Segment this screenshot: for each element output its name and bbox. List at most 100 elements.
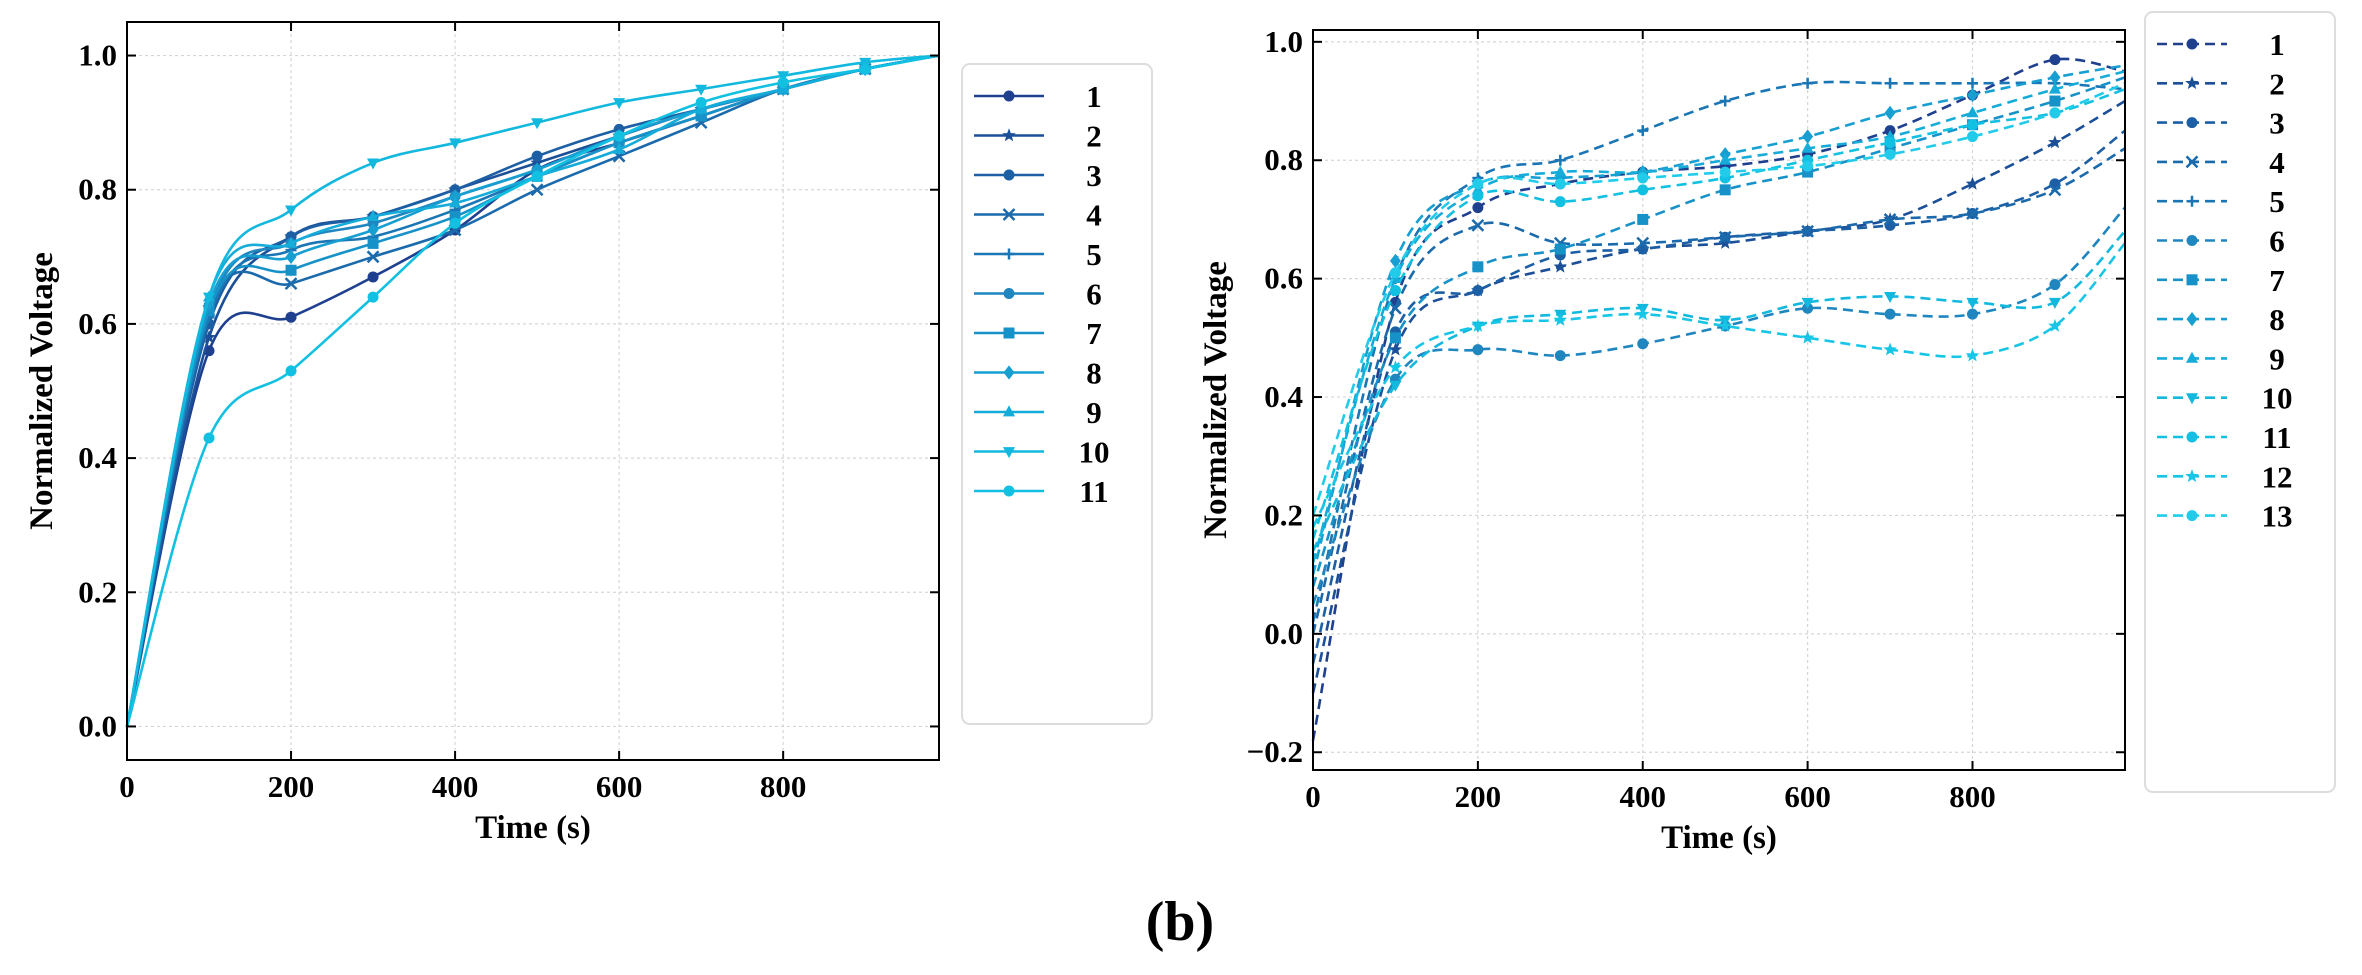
left-legend-item-1: 1 — [974, 79, 1102, 114]
right-legend-item-9: 9 — [2157, 341, 2285, 376]
right-legend-item-12: 12 — [2157, 459, 2293, 494]
right-legend-label: 7 — [2269, 263, 2285, 298]
left-series-8-point — [449, 189, 461, 204]
left-legend-label: 11 — [1079, 474, 1108, 509]
left-legend-item-9: 9 — [974, 395, 1102, 430]
left-series-11-point — [531, 170, 543, 182]
left-series-4-point — [530, 183, 544, 197]
left-legend-label: 3 — [1086, 158, 1102, 193]
left-series-1-point — [285, 311, 297, 323]
right-legend-marker — [2186, 274, 2198, 286]
left-legend: 1 2 3 4 5 6 7 8 9 10 11 — [961, 63, 1153, 725]
right-x-tick-label: 800 — [1949, 779, 1996, 814]
right-y-tick-label: 0.0 — [1264, 616, 1303, 651]
right-series-10-point — [1966, 297, 1979, 309]
right-legend-label: 8 — [2269, 302, 2285, 337]
right-series-11-point — [1554, 196, 1566, 208]
left-x-tick-label: 200 — [268, 769, 315, 804]
right-series-13-point — [1884, 148, 1896, 160]
right-legend-item-4: 4 — [2157, 145, 2285, 180]
right-legend-marker — [2185, 393, 2199, 405]
left-legend-label: 9 — [1086, 395, 1102, 430]
right-series-11-point — [1389, 284, 1401, 296]
right-series-5-point — [1884, 77, 1896, 89]
right-legend-item-8: 8 — [2157, 302, 2285, 337]
right-series-3-point — [1472, 284, 1484, 296]
right-series-9-point — [2048, 82, 2061, 94]
right-series-4-point — [1636, 236, 1650, 250]
right-series-7-point — [1389, 332, 1401, 344]
right-legend-marker — [2185, 469, 2199, 483]
left-series — [125, 54, 940, 727]
left-legend-item-8: 8 — [974, 356, 1102, 391]
right-legend-item-13: 13 — [2157, 499, 2293, 534]
right-series-5-point — [1637, 125, 1649, 137]
left-legend-label: 4 — [1086, 198, 1102, 233]
right-y-tick-label: 0.8 — [1264, 142, 1303, 177]
right-legend-item-11: 11 — [2157, 420, 2292, 455]
right-series-2-point — [1965, 176, 1980, 190]
left-x-axis-label: Time (s) — [475, 810, 591, 846]
right-legend-box — [2144, 11, 2336, 793]
left-series-11-point — [777, 76, 789, 88]
left-series-9-point — [284, 236, 298, 248]
right-series-12-point — [1471, 318, 1485, 332]
right-series-13-point — [1554, 178, 1566, 190]
right-series-5-point — [1554, 154, 1566, 166]
left-x-tick-label: 400 — [432, 769, 479, 804]
right-series-1-point — [2049, 54, 2061, 66]
left-legend-marker — [1002, 128, 1016, 142]
right-legend-label: 5 — [2269, 184, 2285, 219]
right-series-9-point — [1719, 153, 1732, 165]
right-legend-marker — [2185, 76, 2199, 90]
left-legend-marker — [1002, 208, 1016, 221]
left-y-tick-label: 0.2 — [78, 574, 117, 609]
right-series-12-point — [1635, 307, 1650, 320]
left-series-8-point — [285, 249, 297, 264]
left-series-9-point — [777, 82, 790, 94]
chart-right: 0 200 400 600 800 −0.2 0.0 0.2 0.4 0.6 0.8 1.0 Time… — [1198, 11, 2336, 856]
right-series-4-point — [2048, 183, 2062, 197]
right-series-8-point — [1802, 129, 1814, 144]
left-legend-marker — [1002, 405, 1016, 417]
right-series-6-point — [1472, 344, 1484, 356]
right-legend-item-7: 7 — [2157, 263, 2285, 298]
right-series-11-point — [1884, 136, 1896, 148]
left-legend-marker — [1003, 327, 1015, 339]
right-series-13-point — [1472, 178, 1484, 190]
left-series-10-point — [613, 98, 626, 110]
right-series-2-point — [1388, 342, 1403, 356]
right-series-12-point — [1883, 342, 1897, 356]
left-series-10-point — [859, 57, 872, 69]
left-ticks: 0 200 400 600 800 0.0 0.2 0.4 0.6 0.8 1.0 — [78, 22, 939, 804]
right-legend-marker — [2186, 311, 2198, 327]
left-series-10-point — [202, 292, 216, 304]
right-y-tick-label: 0.2 — [1264, 497, 1303, 532]
right-series-11-line — [1311, 87, 2126, 540]
left-legend-label: 10 — [1079, 435, 1110, 470]
left-series-11-point — [695, 97, 707, 109]
left-legend-label: 8 — [1086, 356, 1102, 391]
right-series-6-point — [1884, 308, 1896, 320]
left-legend-marker — [1003, 90, 1015, 102]
left-series-1-point — [367, 271, 379, 283]
left-legend-label: 5 — [1086, 237, 1102, 272]
right-legend-label: 2 — [2269, 66, 2285, 101]
right-series-13 — [1311, 82, 2126, 516]
left-y-tick-label: 0.0 — [78, 708, 117, 743]
right-x-tick-label: 200 — [1455, 779, 1502, 814]
left-legend-marker — [1002, 447, 1016, 459]
right-series-3-point — [1637, 243, 1649, 255]
left-series-7-point — [367, 237, 379, 249]
left-series-11 — [125, 54, 940, 727]
right-series-12-point — [1553, 312, 1568, 326]
right-legend-marker — [2186, 431, 2198, 443]
right-legend-label: 11 — [2262, 420, 2291, 455]
right-series-12-point — [1388, 360, 1403, 374]
right-legend-label: 12 — [2262, 459, 2293, 494]
right-legend-marker — [2185, 351, 2199, 363]
left-legend-item-2: 2 — [974, 119, 1102, 154]
right-series-5-point — [1966, 77, 1978, 89]
right-series-13-point — [1719, 166, 1731, 178]
